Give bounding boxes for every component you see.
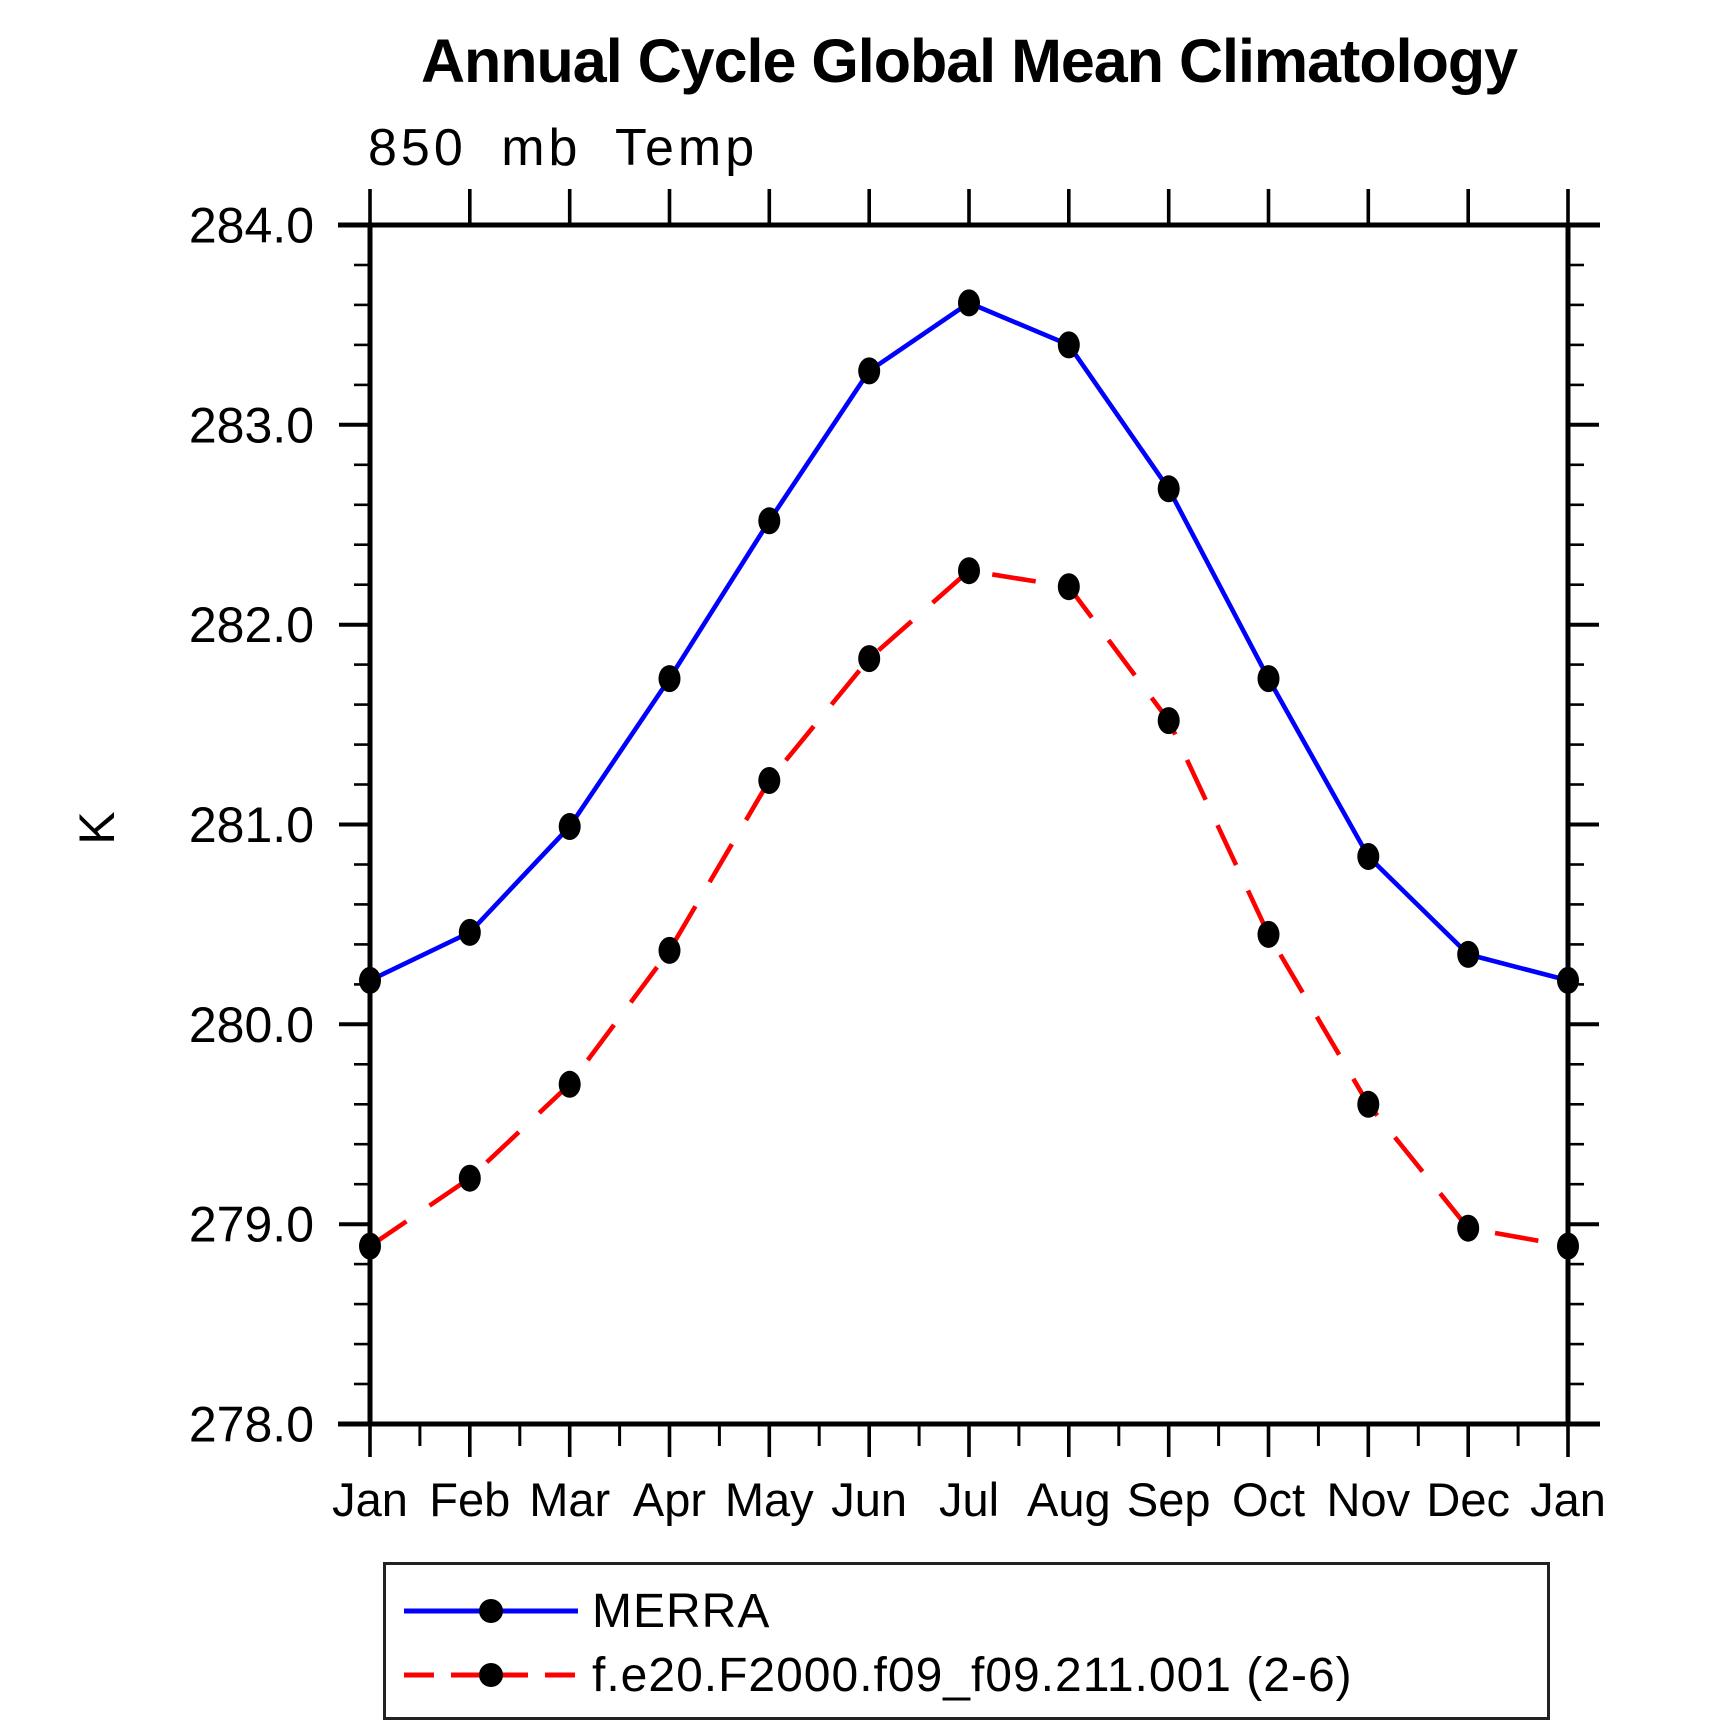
legend-label-model: f.e20.F2000.f09_f09.211.001 (2-6) [592,1648,1353,1702]
svg-text:280.0: 280.0 [189,997,314,1053]
legend-label-merra: MERRA [592,1584,771,1638]
svg-text:282.0: 282.0 [189,597,314,653]
svg-text:Oct: Oct [1232,1473,1305,1526]
svg-text:281.0: 281.0 [189,797,314,853]
svg-text:Jul: Jul [939,1473,999,1526]
legend-row-merra: MERRA [386,1579,1547,1643]
svg-text:May: May [725,1473,814,1526]
chart-title: Annual Cycle Global Mean Climatology [420,27,1518,95]
svg-text:Jun: Jun [831,1473,907,1526]
svg-text:Nov: Nov [1327,1473,1411,1526]
legend-sample-line-1 [404,1663,578,1687]
series-line-1 [368,568,1569,1249]
x-axis-ticks [368,189,1570,1457]
svg-text:Aug: Aug [1027,1473,1111,1526]
svg-text:283.0: 283.0 [189,397,314,453]
svg-text:278.0: 278.0 [189,1397,314,1453]
svg-text:279.0: 279.0 [189,1197,314,1253]
svg-text:Dec: Dec [1426,1473,1510,1526]
series-markers-0 [359,289,1579,994]
y-axis-ticks [339,223,1599,1426]
plot-frame [338,222,1600,1427]
x-axis-labels: Jan Feb Mar Apr May Jun Jul Aug Sep Oct Nov Dec Jan [332,1473,1606,1526]
series-line-0 [369,300,1569,983]
y-axis-labels: 278.0 279.0 280.0 281.0 282.0 283.0 284.0 [189,198,314,1453]
svg-text:284.0: 284.0 [189,198,314,254]
series-markers-1 [359,557,1579,1260]
svg-text:Jan: Jan [332,1473,408,1526]
svg-text:Feb: Feb [429,1473,510,1526]
chart-subtitle: 850 mb Temp [368,119,759,177]
legend-row-model: f.e20.F2000.f09_f09.211.001 (2-6) [386,1643,1547,1707]
svg-text:Jan: Jan [1530,1473,1606,1526]
svg-text:Sep: Sep [1127,1473,1211,1526]
legend-sample-line-0 [404,1599,578,1623]
svg-text:Apr: Apr [633,1473,706,1526]
svg-text:Mar: Mar [529,1473,610,1526]
legend-box: MERRA f.e20.F2000.f09_f09.211.001 (2-6) [383,1562,1550,1720]
